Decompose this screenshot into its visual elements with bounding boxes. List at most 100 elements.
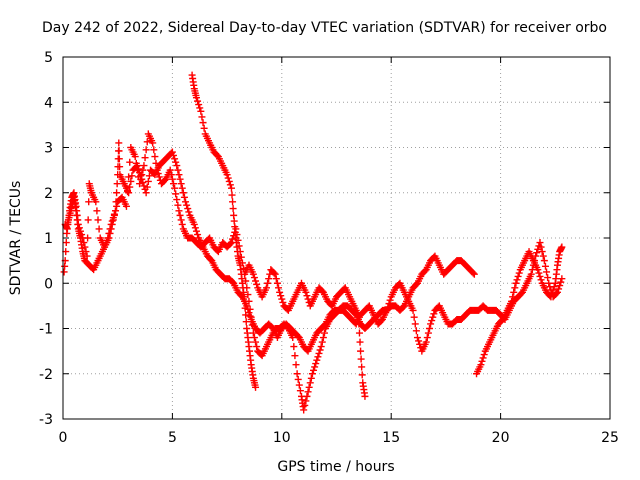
data-point: [427, 320, 435, 328]
data-point: [169, 151, 177, 159]
data-point: [307, 374, 315, 382]
data-point: [172, 158, 180, 166]
data-point: [199, 119, 207, 127]
data-point: [358, 371, 366, 379]
data-point: [173, 162, 181, 170]
data-point: [470, 270, 478, 278]
data-point: [306, 379, 314, 387]
data-point: [113, 189, 121, 197]
data-point: [179, 189, 187, 197]
data-point: [302, 288, 310, 296]
data-point: [185, 208, 193, 216]
data-point: [80, 239, 88, 247]
data-point: [225, 177, 233, 185]
data-point: [195, 101, 203, 109]
data-point: [107, 225, 115, 233]
data-point: [425, 325, 433, 332]
data-point: [271, 270, 279, 278]
data-point: [293, 370, 301, 378]
data-point: [409, 306, 417, 314]
data-point: [553, 288, 561, 296]
data-point: [194, 97, 202, 105]
data-point: [138, 171, 146, 179]
data-point: [92, 198, 100, 206]
data-point: [303, 392, 311, 400]
y-tick-label: 5: [44, 50, 53, 66]
data-point: [253, 280, 261, 288]
data-point: [411, 320, 419, 328]
data-point: [252, 383, 260, 391]
data-point: [357, 355, 365, 363]
data-point: [279, 298, 287, 306]
data-point: [142, 146, 150, 154]
x-tick-label: 25: [601, 430, 619, 446]
data-point: [537, 243, 545, 251]
data-point: [166, 166, 174, 174]
data-point: [82, 248, 90, 256]
data-point: [75, 224, 83, 232]
series-2: [61, 130, 566, 414]
data-point: [292, 361, 300, 369]
data-point: [515, 269, 523, 277]
data-point: [116, 163, 124, 171]
data-point: [84, 234, 92, 242]
data-point: [182, 198, 190, 206]
data-point: [533, 249, 541, 257]
data-point: [300, 406, 308, 414]
data-point: [301, 401, 309, 409]
data-point: [197, 107, 205, 115]
data-point: [149, 139, 157, 147]
data-point: [311, 363, 319, 371]
data-point: [555, 285, 563, 293]
data-point: [226, 240, 234, 248]
data-point: [176, 211, 184, 219]
data-point: [126, 183, 134, 191]
data-point: [169, 180, 177, 188]
data-point: [316, 346, 324, 354]
data-point: [410, 313, 418, 321]
data-point: [480, 351, 488, 359]
data-point: [242, 311, 250, 319]
data-point: [358, 363, 366, 371]
data-point: [143, 138, 151, 146]
data-point: [383, 306, 391, 314]
data-point: [303, 292, 311, 300]
y-tick-label: 3: [44, 141, 53, 157]
data-point: [469, 269, 477, 277]
data-point: [355, 320, 363, 328]
data-point: [168, 175, 176, 183]
data-point: [150, 146, 158, 154]
data-point: [192, 94, 200, 102]
data-point: [113, 180, 121, 188]
data-point: [540, 257, 548, 265]
data-point: [557, 278, 565, 286]
data-point: [314, 353, 322, 361]
data-point: [249, 329, 257, 337]
data-point: [270, 269, 278, 277]
series-4: [241, 261, 369, 400]
data-point: [190, 220, 198, 228]
data-point: [241, 297, 249, 305]
y-tick-label: -3: [39, 412, 53, 428]
data-point: [171, 184, 179, 192]
series-5: [473, 243, 566, 378]
data-point: [247, 313, 255, 321]
data-point: [137, 175, 145, 183]
data-point: [310, 366, 318, 374]
data-point: [106, 229, 114, 237]
data-point: [538, 248, 546, 256]
data-point: [153, 166, 161, 174]
data-point: [428, 317, 436, 325]
data-point: [78, 231, 86, 239]
data-point: [422, 338, 430, 346]
data-point: [252, 338, 260, 346]
data-point: [544, 274, 552, 282]
data-point: [174, 201, 182, 209]
data-point: [136, 180, 144, 188]
data-point: [171, 155, 179, 163]
data-point: [558, 275, 566, 283]
data-point: [134, 165, 142, 173]
data-point: [275, 284, 283, 292]
series-3: [188, 71, 260, 391]
data-point: [224, 174, 232, 182]
